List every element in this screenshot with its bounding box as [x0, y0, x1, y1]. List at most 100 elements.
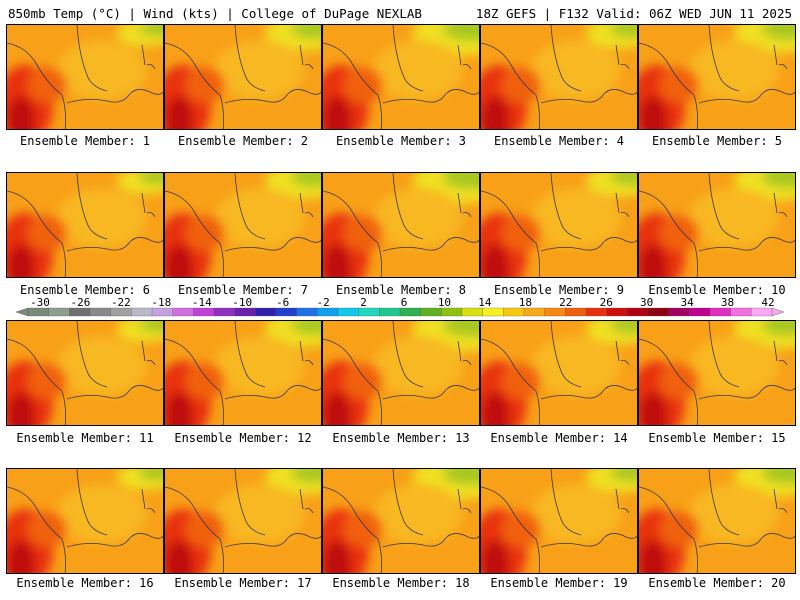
colorbar-tick-label: -30 [30, 298, 50, 309]
colorbar-swatch [317, 307, 339, 317]
colorbar-swatch [27, 307, 50, 317]
colorbar-tick-label: 10 [438, 298, 451, 309]
temperature-map [481, 469, 637, 573]
colorbar-swatch [606, 307, 628, 317]
colorbar-tick-label: -22 [111, 298, 131, 309]
colorbar-swatch [730, 307, 752, 317]
ensemble-map-panel [480, 320, 638, 426]
colorbar-swatch [337, 307, 360, 317]
colorbar-swatch [234, 307, 256, 317]
colorbar-swatch [255, 307, 277, 317]
colorbar-swatch [461, 307, 484, 317]
colorbar-swatch [565, 307, 587, 317]
colorbar-swatch [275, 307, 298, 317]
colorbar-right-arrow [771, 307, 785, 317]
ensemble-member-label: Ensemble Member: 4 [493, 134, 625, 148]
ensemble-member-label: Ensemble Member: 3 [335, 134, 467, 148]
colorbar-swatch [751, 307, 773, 317]
ensemble-map-panel [164, 24, 322, 130]
colorbar-tick-label: 38 [721, 298, 734, 309]
colorbar-swatch [69, 307, 91, 317]
colorbar-swatch [668, 307, 690, 317]
colorbar-tick-label: -6 [276, 298, 289, 309]
colorbar-swatch [48, 307, 70, 317]
colorbar-tick-label: -14 [192, 298, 212, 309]
colorbar-swatch [358, 307, 380, 317]
temperature-map [639, 25, 795, 129]
ensemble-map-panel [480, 172, 638, 278]
colorbar-tick-label: 42 [761, 298, 774, 309]
ensemble-member-label: Ensemble Member: 12 [174, 431, 312, 445]
colorbar-swatch [213, 307, 236, 317]
colorbar-swatch [544, 307, 566, 317]
ensemble-member-label: Ensemble Member: 9 [493, 283, 625, 297]
temperature-map [165, 173, 321, 277]
temperature-map [481, 321, 637, 425]
temperature-map [165, 469, 321, 573]
colorbar-tick-label: 6 [401, 298, 408, 309]
ensemble-member-label: Ensemble Member: 19 [490, 576, 628, 590]
ensemble-map-panel [164, 468, 322, 574]
ensemble-member-label: Ensemble Member: 14 [490, 431, 628, 445]
ensemble-member-label: Ensemble Member: 17 [174, 576, 312, 590]
colorbar-swatch [503, 307, 525, 317]
colorbar-swatch [441, 307, 463, 317]
ensemble-map-panel [164, 320, 322, 426]
ensemble-map-panel [322, 24, 480, 130]
temperature-map [323, 173, 479, 277]
ensemble-member-label: Ensemble Member: 10 [648, 283, 786, 297]
colorbar-tick-label: 14 [478, 298, 492, 309]
colorbar-swatch [399, 307, 422, 317]
temperature-map [323, 321, 479, 425]
colorbar-tick-label: 2 [360, 298, 367, 309]
ensemble-member-label: Ensemble Member: 7 [177, 283, 309, 297]
ensemble-map-panel [6, 320, 164, 426]
temperature-map [165, 25, 321, 129]
colorbar-tick-label: 34 [680, 298, 694, 309]
colorbar-swatch [193, 307, 215, 317]
ensemble-member-label: Ensemble Member: 11 [16, 431, 154, 445]
ensemble-map-panel [322, 172, 480, 278]
temperature-map [7, 469, 163, 573]
temperature-colorbar: -30 -26 -22 -18 -14 -10 -6 -2 2 6 10 14 18 22 26 30 34 38… [14, 296, 786, 322]
ensemble-member-label: Ensemble Member: 13 [332, 431, 470, 445]
temperature-map [481, 173, 637, 277]
colorbar-tick-label: 26 [600, 298, 613, 309]
colorbar-tick-label: 22 [559, 298, 572, 309]
ensemble-map-panel [6, 468, 164, 574]
colorbar-tick-label: -26 [71, 298, 91, 309]
ensemble-member-label: Ensemble Member: 1 [19, 134, 151, 148]
ensemble-member-label: Ensemble Member: 5 [651, 134, 783, 148]
colorbar-swatch [647, 307, 670, 317]
ensemble-member-label: Ensemble Member: 18 [332, 576, 470, 590]
colorbar-swatch [131, 307, 153, 317]
colorbar-swatch [420, 307, 442, 317]
ensemble-map-panel [638, 320, 796, 426]
colorbar-swatch [110, 307, 132, 317]
colorbar-swatch [523, 307, 546, 317]
run-valid-time: 18Z GEFS | F132 Valid: 06Z WED JUN 11 20… [475, 6, 792, 21]
temperature-map [165, 321, 321, 425]
temperature-map [7, 173, 163, 277]
colorbar-swatch [627, 307, 649, 317]
colorbar-tick-label: 18 [519, 298, 532, 309]
temperature-map [323, 469, 479, 573]
temperature-map [639, 321, 795, 425]
ensemble-map-panel [322, 468, 480, 574]
colorbar-swatch [151, 307, 174, 317]
colorbar-left-arrow [15, 307, 29, 317]
colorbar-tick-label: -2 [316, 298, 329, 309]
colorbar-tick-label: 30 [640, 298, 653, 309]
temperature-map [323, 25, 479, 129]
colorbar-swatch [585, 307, 608, 317]
temperature-map [7, 25, 163, 129]
ensemble-map-panel [6, 172, 164, 278]
ensemble-map-panel [638, 24, 796, 130]
temperature-map [639, 469, 795, 573]
ensemble-member-label: Ensemble Member: 2 [177, 134, 309, 148]
colorbar-swatch [172, 307, 194, 317]
ensemble-map-panel [638, 468, 796, 574]
ensemble-member-label: Ensemble Member: 20 [648, 576, 786, 590]
ensemble-map-panel [480, 468, 638, 574]
ensemble-member-label: Ensemble Member: 6 [19, 283, 151, 297]
